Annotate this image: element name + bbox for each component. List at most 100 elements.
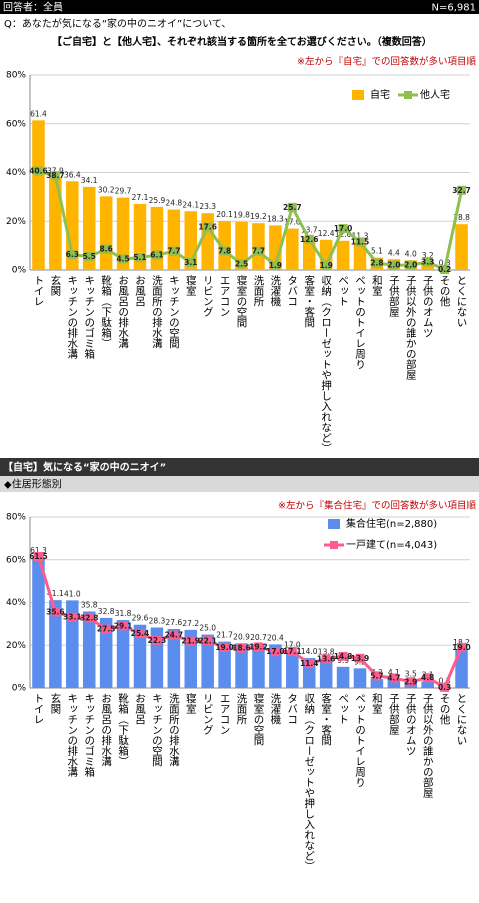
x-tick-label: 洗濯機 [269, 693, 281, 725]
x-tick-label: タバコ [286, 693, 298, 725]
bar [116, 620, 130, 688]
line-marker [406, 677, 416, 687]
x-tick-label: ペット [337, 275, 349, 307]
section-title: 【自宅】気になる“家の中のニオイ” [3, 461, 166, 474]
value-label: 3.5 [405, 670, 417, 679]
value-label: 17.0 [284, 641, 301, 650]
value-label: 24.8 [165, 199, 182, 208]
bar [133, 624, 147, 688]
value-label: 7.8 [218, 246, 231, 255]
x-tick-label: 靴箱（下駄箱） [117, 692, 129, 766]
line-marker [50, 171, 60, 181]
x-tick-label: 寝室の空間 [252, 692, 264, 746]
line-marker [457, 642, 467, 652]
x-tick-label: ペットのトイレ周り [354, 275, 366, 370]
line-marker [389, 260, 399, 270]
value-label: 21.7 [216, 631, 233, 640]
bar [387, 679, 401, 688]
section-subtitle: ◆住居形態別 [4, 478, 62, 491]
x-tick-label: エアコン [219, 693, 231, 735]
x-tick-label: キッチンのゴミ箱 [83, 693, 95, 778]
value-label: 32.8 [80, 613, 99, 622]
value-label: 3.1 [184, 258, 197, 267]
bar [201, 634, 214, 688]
x-tick-label: 寝室 [185, 274, 197, 296]
bar [286, 228, 299, 270]
value-label: 24.1 [182, 200, 199, 209]
value-label: 20.7 [250, 633, 267, 642]
y-tick-label: 80% [6, 513, 26, 523]
line-marker [321, 654, 331, 664]
x-tick-label: お風呂 [134, 275, 146, 307]
x-tick-label: 寝室の空間 [236, 274, 248, 328]
line-marker [406, 260, 416, 270]
x-tick-label: キッチンの空間 [168, 275, 180, 349]
value-label: 37.9 [47, 167, 64, 176]
line-marker [355, 653, 365, 663]
line-marker [101, 624, 111, 634]
value-label: 2.0 [387, 261, 400, 270]
value-label: 27.5 [97, 625, 116, 634]
value-label: 29.7 [115, 187, 132, 196]
bar [370, 679, 384, 688]
bar [116, 197, 130, 270]
value-label: 17.6 [198, 223, 217, 232]
value-label: 41.1 [47, 589, 64, 598]
line-marker [304, 234, 314, 244]
value-label: 5.5 [83, 252, 96, 261]
chart-note: ※左から『自宅』での回答数が多い項目順 [297, 56, 476, 68]
line-marker [287, 646, 297, 656]
x-tick-label: リビング [202, 693, 214, 735]
bar [252, 643, 265, 688]
x-tick-label: 子供以外の誰かの部屋 [405, 275, 417, 381]
bar [66, 181, 79, 270]
y-tick-label: 60% [6, 555, 26, 565]
line-marker [135, 629, 145, 639]
section-bar [0, 458, 479, 476]
line-marker [253, 642, 263, 652]
value-label: 17.0 [334, 224, 353, 233]
x-tick-label: 子供のオムツ [422, 275, 434, 338]
line-marker [152, 250, 162, 260]
legend-label: 集合住宅(n=2,880) [346, 517, 437, 530]
question: Q：あなたが気になる“家の中のニオイ”について、 [4, 17, 231, 30]
value-label: 22.1 [198, 636, 217, 645]
value-label: 19.2 [249, 642, 268, 651]
value-label: 19.0 [215, 643, 234, 652]
value-label: 18.8 [453, 213, 470, 222]
value-label: 17.0 [284, 218, 301, 227]
x-tick-label: とくにない [456, 693, 468, 746]
subsection-bar [0, 476, 479, 492]
bar [82, 611, 96, 688]
value-label: 13.8 [318, 648, 335, 657]
value-label: 2.5 [235, 259, 248, 268]
bar [336, 240, 350, 270]
value-label: 33.1 [63, 613, 82, 622]
x-tick-label: 洗面所の排水溝 [168, 693, 180, 767]
y-tick-label: 20% [6, 217, 26, 227]
value-label: 7.7 [167, 247, 180, 256]
value-label: 12.0 [335, 230, 352, 239]
line-marker [33, 552, 43, 562]
value-label: 14.8 [334, 652, 353, 661]
line-marker [287, 202, 297, 212]
value-label: 61.3 [30, 546, 47, 555]
value-label: 27.2 [182, 619, 199, 628]
bar [455, 649, 468, 688]
bar [286, 651, 299, 688]
value-label: 0.2 [438, 265, 451, 274]
value-label: 61.4 [30, 109, 47, 118]
value-label: 35.6 [46, 607, 65, 616]
y-tick-label: 60% [6, 119, 26, 129]
value-label: 41.0 [64, 589, 81, 598]
value-label: 1.9 [320, 261, 333, 270]
line-marker [440, 265, 450, 275]
line-marker [84, 613, 94, 623]
x-tick-label: とくにない [456, 275, 468, 328]
value-label: 30.2 [98, 185, 115, 194]
value-label: 2.8 [370, 259, 383, 268]
x-tick-label: 寝室 [185, 692, 197, 714]
line-marker [270, 647, 280, 657]
line-marker [84, 252, 94, 262]
